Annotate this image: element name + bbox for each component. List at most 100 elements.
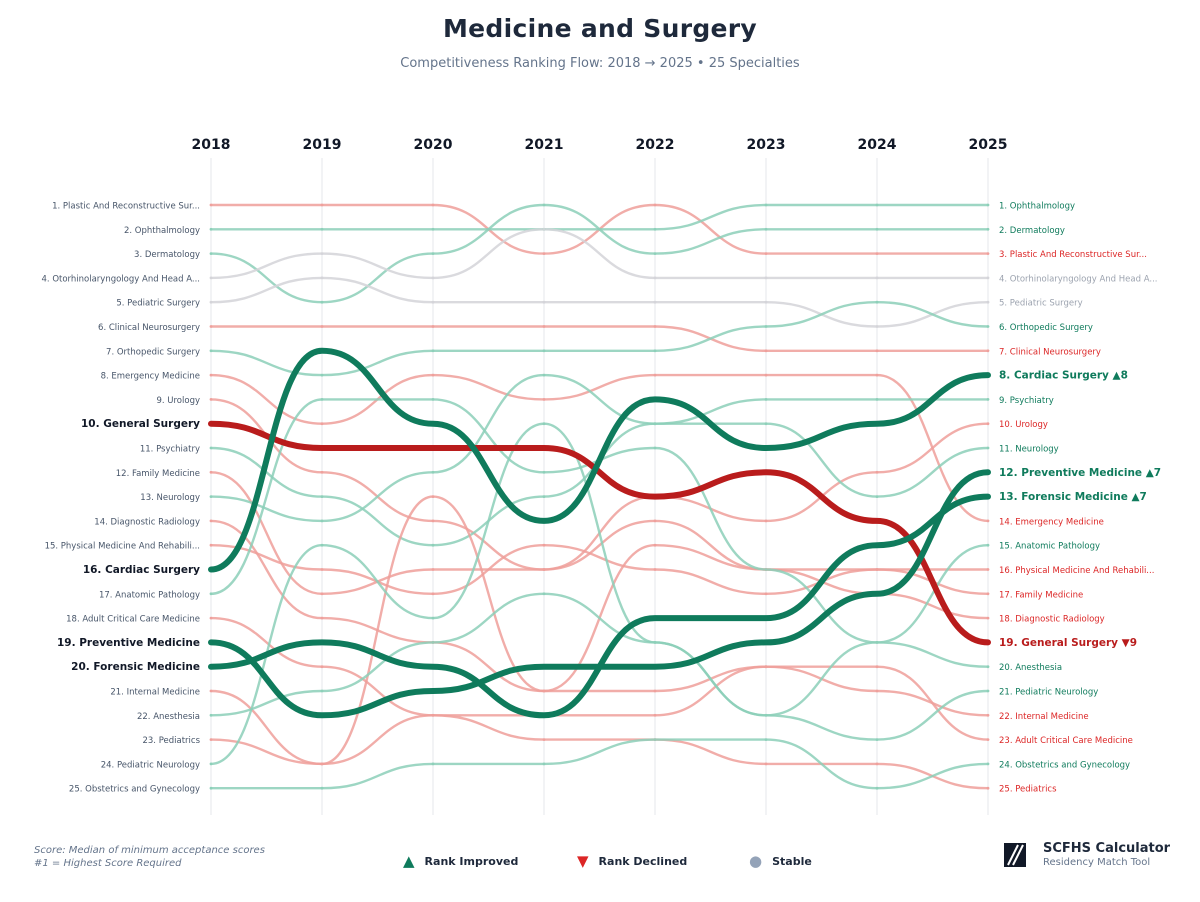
rank-marker <box>209 470 213 474</box>
left-rank-label: 18. Adult Critical Care Medicine <box>66 615 200 625</box>
left-rank-label: 5. Pediatric Surgery <box>116 299 200 309</box>
rank-marker <box>431 227 435 231</box>
rank-marker <box>986 762 990 766</box>
year-label: 2020 <box>414 137 453 153</box>
rank-marker <box>652 615 658 621</box>
left-rank-label: 16. Cardiac Surgery <box>83 564 200 576</box>
left-rank-label: 7. Orthopedic Surgery <box>106 347 200 357</box>
rank-marker <box>542 762 546 766</box>
rank-marker <box>542 470 546 474</box>
rank-marker <box>653 300 657 304</box>
right-rank-label: 9. Psychiatry <box>999 396 1054 406</box>
rank-marker <box>431 300 435 304</box>
right-rank-label: 25. Pediatrics <box>999 785 1057 795</box>
rank-marker <box>320 495 324 498</box>
rank-marker <box>542 398 546 401</box>
rank-marker <box>875 641 879 644</box>
rank-marker <box>875 325 879 328</box>
rank-marker <box>653 446 657 450</box>
left-rank-label: 20. Forensic Medicine <box>71 661 200 673</box>
rank-marker <box>763 640 769 645</box>
left-rank-label: 3. Dermatology <box>134 250 200 260</box>
rank-marker <box>319 640 325 645</box>
legend-declined-label: Rank Declined <box>598 855 688 868</box>
right-rank-label: 8. Cardiac Surgery ▲8 <box>999 370 1128 382</box>
rank-marker <box>209 689 213 693</box>
year-label: 2019 <box>303 137 342 153</box>
rank-marker <box>430 445 436 451</box>
rank-marker <box>653 568 657 571</box>
chart-subtitle: Competitiveness Ranking Flow: 2018 → 202… <box>400 56 800 71</box>
rank-marker <box>320 470 324 474</box>
rank-marker <box>542 252 546 256</box>
left-rank-label: 8. Emergency Medicine <box>101 372 200 382</box>
rank-marker <box>986 398 990 401</box>
rank-marker <box>319 713 325 718</box>
rank-marker <box>541 664 547 669</box>
rank-marker <box>764 203 768 207</box>
right-rank-label: 1. Ophthalmology <box>999 202 1075 212</box>
rank-marker <box>875 373 879 377</box>
rank-marker <box>875 276 879 280</box>
rank-marker <box>653 641 657 644</box>
rank-marker <box>763 445 769 451</box>
rank-marker <box>986 227 990 231</box>
rank-marker <box>986 592 990 596</box>
rank-marker <box>320 252 324 256</box>
left-rank-label: 21. Internal Medicine <box>110 688 200 698</box>
rank-marker <box>320 786 324 790</box>
rank-marker <box>209 398 213 401</box>
rank-marker <box>764 738 768 741</box>
rank-marker <box>431 713 435 717</box>
right-rank-label: 4. Otorhinolaryngology And Head A... <box>999 274 1157 284</box>
left-rank-label: 14. Diagnostic Radiology <box>94 517 200 527</box>
rank-marker <box>209 373 213 377</box>
right-rank-label: 10. Urology <box>999 420 1048 430</box>
series-line-clinical-neurosurgery <box>209 325 990 353</box>
rank-marker <box>319 348 325 353</box>
left-rank-label: 1. Plastic And Reconstructive Sur... <box>52 202 200 212</box>
left-rank-label: 23. Pediatrics <box>142 736 200 746</box>
rank-marker <box>653 276 657 280</box>
rank-marker <box>320 592 324 596</box>
rank-marker <box>764 300 768 304</box>
left-rank-label: 6. Clinical Neurosurgery <box>98 323 200 333</box>
rank-marker <box>652 397 658 402</box>
rank-marker <box>209 738 213 741</box>
rank-marker <box>542 738 546 741</box>
rank-marker <box>320 422 324 426</box>
rank-marker <box>542 227 546 231</box>
diagonal-stripes-logo-icon <box>1004 842 1026 867</box>
right-rank-label: 18. Diagnostic Radiology <box>999 615 1105 625</box>
series-line-forensic-medicine <box>208 493 991 719</box>
triangle-up-icon: ▲ <box>403 852 415 870</box>
left-rank-label: 9. Urology <box>156 396 200 406</box>
rank-marker <box>653 519 657 523</box>
rank-marker <box>875 762 879 766</box>
rank-marker <box>985 372 991 378</box>
rank-marker <box>320 398 324 401</box>
rank-marker <box>653 349 657 353</box>
rank-marker <box>875 398 879 401</box>
rank-marker <box>986 568 990 571</box>
series-line-ophthalmology <box>209 203 990 231</box>
rank-marker <box>874 591 880 596</box>
left-rank-label: 10. General Surgery <box>81 418 200 430</box>
rank-marker <box>431 641 435 644</box>
rank-marker <box>542 300 546 304</box>
rank-marker <box>431 325 435 328</box>
year-axis-labels: 2018 2019 2020 2021 2022 2023 2024 2025 <box>192 137 1008 153</box>
rank-marker <box>875 665 879 669</box>
rank-marker <box>431 568 435 571</box>
left-rank-label: 4. Otorhinolaryngology And Head A... <box>42 274 200 284</box>
rank-marker <box>320 227 324 231</box>
series-line-obstetrics-and-gynecology <box>209 738 990 790</box>
right-rank-labels: 1. Ophthalmology 2. Dermatology 3. Plastic… <box>999 202 1161 795</box>
rank-marker <box>653 738 657 741</box>
series-line-dermatology <box>209 203 990 304</box>
rank-marker <box>320 276 324 280</box>
right-rank-label: 5. Pediatric Surgery <box>999 299 1083 309</box>
rank-marker <box>986 786 990 790</box>
rank-marker <box>986 543 990 547</box>
rank-marker <box>763 615 769 621</box>
